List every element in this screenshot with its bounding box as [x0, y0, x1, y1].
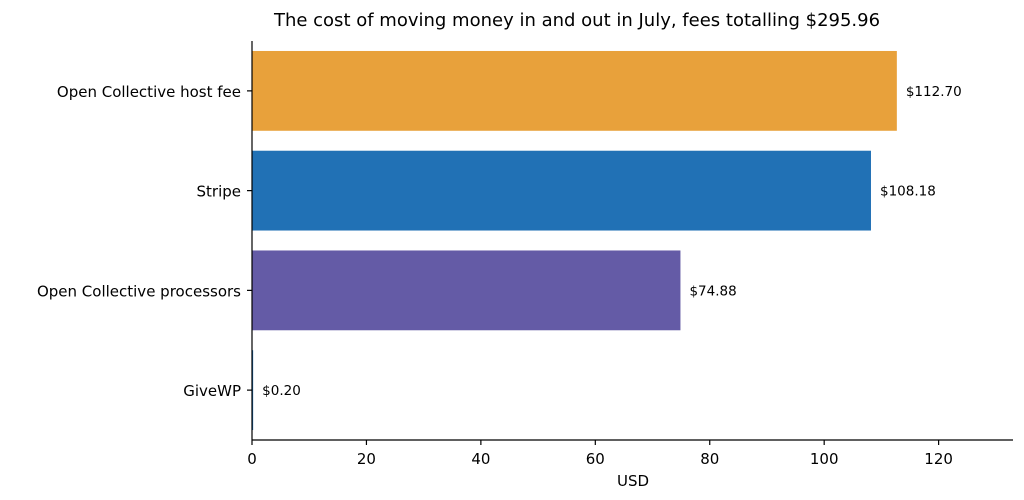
bars-layer — [252, 50, 897, 431]
value-label-3: $0.20 — [262, 383, 301, 399]
x-tick-label-4: 80 — [700, 450, 719, 468]
bar-1 — [252, 150, 871, 231]
chart-title: The cost of moving money in and out in J… — [273, 10, 880, 31]
value-label-0: $112.70 — [906, 84, 962, 100]
x-tick-label-5: 100 — [810, 450, 839, 468]
x-ticks-layer: 0 20 40 60 80 100 120 — [247, 440, 953, 468]
value-label-1: $108.18 — [880, 184, 936, 200]
bar-2 — [252, 250, 681, 331]
value-label-2: $74.88 — [689, 283, 736, 299]
x-tick-label-6: 120 — [924, 450, 953, 468]
category-labels-layer: Open Collective host fee Stripe Open Colle… — [37, 83, 252, 400]
category-label-2: Open Collective processors — [37, 282, 241, 300]
bar-0 — [252, 50, 897, 131]
category-label-1: Stripe — [197, 183, 242, 201]
value-labels-layer: $112.70 $108.18 $74.88 $0.20 — [262, 84, 962, 399]
category-label-3: GiveWP — [183, 382, 241, 400]
x-tick-label-0: 0 — [247, 450, 257, 468]
x-axis-label: USD — [617, 472, 649, 490]
x-tick-label-1: 20 — [357, 450, 376, 468]
x-tick-label-3: 60 — [586, 450, 605, 468]
x-tick-label-2: 40 — [471, 450, 490, 468]
category-label-0: Open Collective host fee — [57, 83, 241, 101]
